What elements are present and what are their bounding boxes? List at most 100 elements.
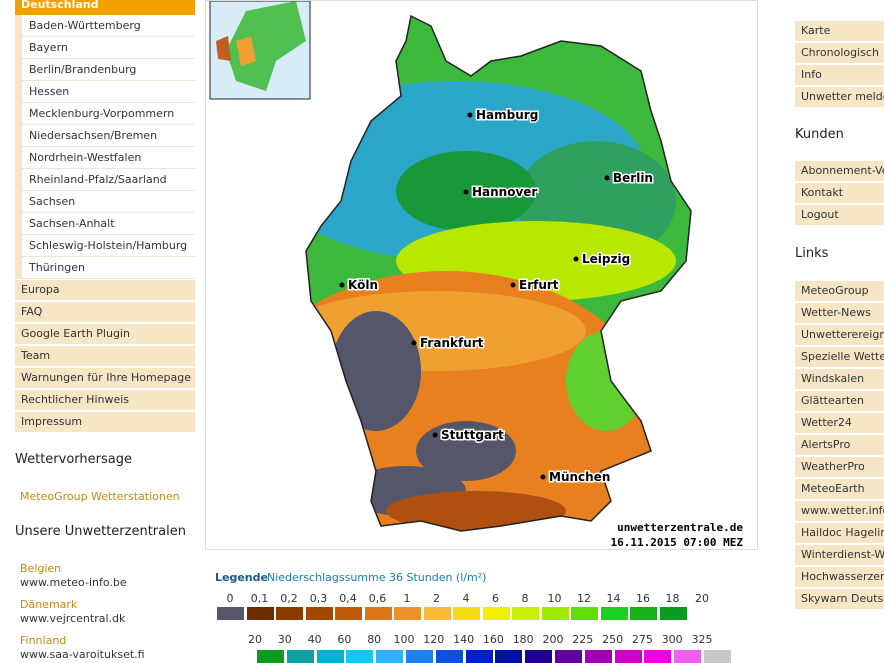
nav-item[interactable]: Warnungen für Ihre Homepage bbox=[15, 368, 195, 388]
city-dot bbox=[604, 175, 610, 181]
nav-item[interactable]: Team bbox=[15, 346, 195, 366]
sidebar-item[interactable]: Logout bbox=[795, 205, 884, 225]
legend-label: 60 bbox=[337, 633, 352, 646]
legend-swatch bbox=[614, 650, 642, 663]
center-url[interactable]: www.saa-varoitukset.fi bbox=[20, 648, 145, 661]
legend-swatch bbox=[465, 650, 493, 663]
center-country[interactable]: Belgien bbox=[20, 562, 62, 575]
nav-item[interactable]: Europa bbox=[15, 280, 195, 300]
sidebar-item[interactable]: Chronologisch bbox=[795, 43, 884, 63]
legend-label: 0,4 bbox=[339, 592, 357, 605]
center-country[interactable]: Finnland bbox=[20, 634, 67, 647]
legend-label: 100 bbox=[393, 633, 415, 646]
sidebar-item[interactable]: Glättearten bbox=[795, 391, 884, 411]
legend-label: 200 bbox=[542, 633, 564, 646]
nav-state[interactable]: Sachsen bbox=[22, 191, 195, 213]
nav-item[interactable]: Google Earth Plugin bbox=[15, 324, 195, 344]
sidebar-item[interactable]: Wetter24 bbox=[795, 413, 884, 433]
legend-label: 20 bbox=[695, 592, 709, 605]
sidebar-item[interactable]: Haildoc Hagelinfo bbox=[795, 523, 884, 543]
city-dot bbox=[411, 340, 417, 346]
nav-state[interactable]: Bayern bbox=[22, 37, 195, 59]
legend-swatch bbox=[482, 607, 510, 620]
nav-item[interactable]: Impressum bbox=[15, 412, 195, 432]
nav-state[interactable]: Mecklenburg-Vorpommern bbox=[22, 103, 195, 125]
city-dot bbox=[573, 256, 579, 262]
legend-label: 1 bbox=[403, 592, 411, 605]
nav-state[interactable]: Berlin/Brandenburg bbox=[22, 59, 195, 81]
nav-state[interactable]: Schleswig-Holstein/Hamburg bbox=[22, 235, 195, 257]
sidebar-item[interactable]: Winterdienst-Wet bbox=[795, 545, 884, 565]
legend-label: 0,6 bbox=[368, 592, 387, 605]
city-dot bbox=[463, 189, 469, 195]
legend-label: 160 bbox=[482, 633, 504, 646]
city-label: Hannover bbox=[472, 185, 537, 199]
legend-swatch bbox=[346, 650, 374, 663]
sidebar-item[interactable]: Hochwasserzent bbox=[795, 567, 884, 587]
sidebar-item[interactable]: Karte bbox=[795, 21, 884, 41]
nav-item[interactable]: Rechtlicher Hinweis bbox=[15, 390, 195, 410]
legend-label: 6 bbox=[492, 592, 499, 605]
nav-state[interactable]: Niedersachsen/Bremen bbox=[22, 125, 195, 147]
legend-swatch bbox=[257, 650, 284, 663]
nav-state[interactable]: Sachsen-Anhalt bbox=[22, 213, 195, 235]
nav-item[interactable]: FAQ bbox=[15, 302, 195, 322]
sidebar-item[interactable]: MeteoEarth bbox=[795, 479, 884, 499]
legend-label: 325 bbox=[691, 633, 713, 646]
legend-swatch bbox=[704, 650, 731, 663]
legend-label: 4 bbox=[462, 592, 470, 605]
sidebar-item[interactable]: www.wetter.info bbox=[795, 501, 884, 521]
legend-swatch bbox=[435, 650, 463, 663]
sidebar-item[interactable]: Spezielle Wetterla bbox=[795, 347, 884, 367]
sidebar-item[interactable]: Skywarn Deutsch bbox=[795, 589, 884, 609]
sidebar-item[interactable]: Abonnement-Ver bbox=[795, 161, 884, 181]
nav-state[interactable]: Rheinland-Pfalz/Saarland bbox=[22, 169, 195, 191]
sidebar-heading: Kunden bbox=[795, 127, 844, 142]
legend-label: 225 bbox=[572, 633, 594, 646]
legend-swatch bbox=[217, 607, 244, 620]
center-url[interactable]: www.vejrcentral.dk bbox=[20, 612, 126, 625]
legend-swatch bbox=[246, 607, 274, 620]
sidebar-item[interactable]: WeatherPro bbox=[795, 457, 884, 477]
sidebar-item[interactable]: Info bbox=[795, 65, 884, 85]
legend-swatch bbox=[335, 607, 362, 620]
legend-label: 30 bbox=[277, 633, 292, 646]
legend-label: 0,2 bbox=[280, 592, 298, 605]
nav-state[interactable]: Nordrhein-Westfalen bbox=[22, 147, 195, 169]
legend-label: 180 bbox=[512, 633, 534, 646]
city-dot bbox=[467, 112, 473, 118]
sidebar-item[interactable]: MeteoGroup bbox=[795, 281, 884, 301]
sidebar-item[interactable]: Unwetter melden bbox=[795, 87, 884, 107]
legend-label: 16 bbox=[636, 592, 650, 605]
nav-header[interactable]: Deutschland bbox=[15, 0, 195, 15]
legend-label: 300 bbox=[661, 633, 683, 646]
nav-state[interactable]: Hessen bbox=[22, 81, 195, 103]
legend-swatch bbox=[394, 607, 421, 620]
country-border bbox=[305, 14, 692, 532]
sidebar-item[interactable]: Unwetterereignis bbox=[795, 325, 884, 345]
sidebar-item[interactable]: AlertsPro bbox=[795, 435, 884, 455]
center-country[interactable]: Dänemark bbox=[20, 598, 78, 611]
map-source: unwetterzentrale.de bbox=[617, 521, 743, 534]
legend-swatch bbox=[286, 650, 314, 663]
legend-swatch bbox=[364, 607, 392, 620]
legend-swatch bbox=[305, 607, 333, 620]
city-label: München bbox=[549, 470, 610, 484]
map: Hamburg Berlin Hannover Leipzig Köln Erfurt Fr… bbox=[209, 0, 743, 549]
center-url[interactable]: www.meteo-info.be bbox=[20, 576, 127, 589]
legend-title: Legende bbox=[215, 571, 268, 584]
nav-state[interactable]: Thüringen bbox=[22, 257, 195, 279]
legend-label: 12 bbox=[577, 592, 591, 605]
forecast-link[interactable]: MeteoGroup Wetterstationen bbox=[20, 490, 180, 503]
sidebar-item[interactable]: Kontakt bbox=[795, 183, 884, 203]
legend-label: 80 bbox=[367, 633, 382, 646]
legend-swatch bbox=[316, 650, 344, 663]
sidebar-item[interactable]: Windskalen bbox=[795, 369, 884, 389]
legend-swatch bbox=[674, 650, 702, 663]
legend-label: 275 bbox=[631, 633, 653, 646]
legend-swatch bbox=[659, 607, 687, 620]
nav-state[interactable]: Baden-Württemberg bbox=[22, 15, 195, 37]
legend-swatch bbox=[630, 607, 657, 620]
sidebar-item[interactable]: Wetter-News bbox=[795, 303, 884, 323]
